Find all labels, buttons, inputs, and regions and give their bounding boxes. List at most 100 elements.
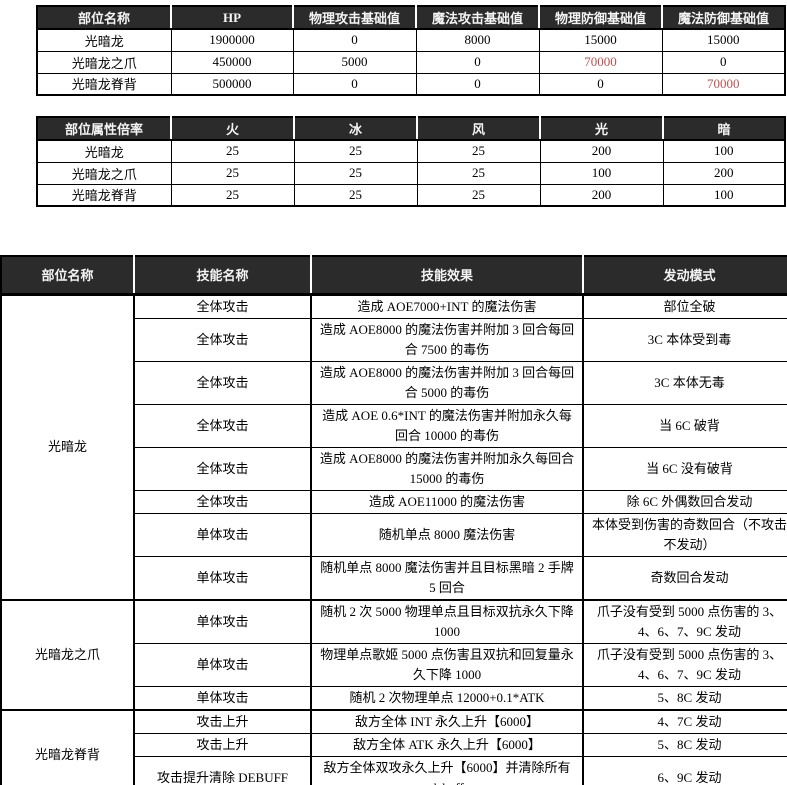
col-header-part-name: 部位名称 [37, 6, 171, 30]
table-row: 光暗龙之爪 450000 5000 0 70000 0 [36, 50, 786, 74]
stat-cell: 0 [415, 50, 540, 74]
table-row: 光暗龙脊背 500000 0 0 0 70000 [36, 72, 786, 96]
multiplier-cell: 200 [539, 139, 664, 163]
skill-row: 全体攻击 造成 AOE8000 的魔法伤害并附加 3 回合每回合 5000 的毒… [1, 360, 787, 405]
skill-effect-cell: 随机 2 次物理单点 12000+0.1*ATK [310, 685, 584, 710]
part-name-cell: 光暗龙 [36, 28, 172, 52]
multiplier-cell: 200 [662, 161, 786, 185]
stat-cell: 70000 [538, 50, 663, 74]
base-stats-header-row: 部位名称 HP 物理攻击基础值 魔法攻击基础值 物理防御基础值 魔法防御基础值 [37, 6, 785, 30]
col-header-magic-atk: 魔法攻击基础值 [415, 6, 539, 30]
skill-name-cell: 全体攻击 [133, 293, 312, 319]
col-header-ice: 冰 [293, 117, 417, 141]
hp-cell: 500000 [170, 72, 294, 96]
trigger-mode-cell: 部位全破 [582, 293, 787, 319]
part-name-cell: 光暗龙脊背 [36, 183, 172, 207]
col-header-trigger-mode: 发动模式 [582, 256, 787, 296]
skill-effect-cell: 造成 AOE8000 的魔法伤害并附加 3 回合每回合 5000 的毒伤 [310, 360, 584, 405]
hp-cell: 1900000 [170, 28, 294, 52]
part-name-cell: 光暗龙脊背 [36, 72, 172, 96]
table-row: 光暗龙 25 25 25 200 100 [36, 139, 786, 163]
stat-cell: 0 [415, 72, 540, 96]
skill-row: 光暗龙 全体攻击 造成 AOE7000+INT 的魔法伤害 部位全破 [0, 293, 787, 600]
trigger-mode-cell: 3C 本体无毒 [582, 360, 787, 405]
skills-header-row: 部位名称 技能名称 技能效果 发动模式 [1, 256, 787, 296]
skill-row: 单体攻击 随机单点 8000 魔法伤害并且目标黑暗 2 手牌 5 回合 奇数回合… [1, 555, 787, 600]
col-header-dark: 暗 [662, 117, 785, 141]
trigger-mode-cell: 4、7C 发动 [582, 708, 787, 734]
trigger-mode-cell: 本体受到伤害的奇数回合（不攻击不发动） [582, 512, 787, 557]
skill-name-cell: 单体攻击 [133, 598, 312, 644]
part-name-cell: 光暗龙之爪 [36, 161, 172, 185]
col-header-skill-name: 技能名称 [133, 256, 311, 296]
hp-cell: 450000 [170, 50, 294, 74]
skill-row: 单体攻击 随机单点 8000 魔法伤害 本体受到伤害的奇数回合（不攻击不发动） [1, 512, 787, 557]
skill-name-cell: 单体攻击 [133, 512, 312, 557]
trigger-mode-cell: 5、8C 发动 [582, 685, 787, 710]
multiplier-cell: 25 [170, 161, 295, 185]
skill-name-cell: 单体攻击 [133, 685, 312, 710]
skills-table: 部位名称 技能名称 技能效果 发动模式 光暗龙 全体攻击 造成 AOE7000+… [0, 255, 787, 785]
skill-name-cell: 全体攻击 [133, 360, 312, 405]
skill-effect-cell: 随机单点 8000 魔法伤害 [310, 512, 584, 557]
col-header-phys-def: 物理防御基础值 [538, 6, 662, 30]
col-header-skill-effect: 技能效果 [310, 256, 583, 296]
trigger-mode-cell: 当 6C 破背 [582, 403, 787, 448]
part-name-cell: 光暗龙之爪 [36, 50, 172, 74]
skill-effect-cell: 造成 AOE11000 的魔法伤害 [310, 489, 584, 514]
table-row: 光暗龙 1900000 0 8000 15000 15000 [36, 28, 786, 52]
skill-effect-cell: 随机 2 次 5000 物理单点且目标双抗永久下降 1000 [310, 598, 584, 644]
trigger-mode-cell: 当 6C 没有破背 [582, 446, 787, 491]
trigger-mode-cell: 除 6C 外偶数回合发动 [582, 489, 787, 514]
col-header-fire: 火 [170, 117, 294, 141]
multiplier-header-row: 部位属性倍率 火 冰 风 光 暗 [37, 117, 785, 141]
stat-cell: 8000 [415, 28, 540, 52]
trigger-mode-cell: 爪子没有受到 5000 点伤害的 3、4、6、7、9C 发动 [582, 598, 787, 644]
skill-effect-cell: 物理单点歌姬 5000 点伤害且双抗和回复量永久下降 1000 [310, 642, 584, 687]
skill-name-cell: 全体攻击 [133, 403, 312, 448]
multiplier-cell: 25 [170, 139, 295, 163]
multiplier-cell: 100 [539, 161, 664, 185]
col-header-hp: HP [170, 6, 293, 30]
skill-row: 单体攻击 随机 2 次物理单点 12000+0.1*ATK 5、8C 发动 [1, 685, 787, 710]
skill-name-cell: 单体攻击 [133, 555, 312, 600]
table-row: 光暗龙之爪 25 25 25 100 200 [36, 161, 786, 185]
stat-cell: 0 [292, 28, 417, 52]
skill-row: 单体攻击 物理单点歌姬 5000 点伤害且双抗和回复量永久下降 1000 爪子没… [1, 642, 787, 687]
col-header-wind: 风 [416, 117, 540, 141]
skill-name-cell: 全体攻击 [133, 489, 312, 514]
multiplier-cell: 25 [293, 161, 418, 185]
part-name-cell: 光暗龙 [0, 293, 135, 600]
skill-name-cell: 全体攻击 [133, 446, 312, 491]
stat-cell: 15000 [538, 28, 663, 52]
skill-row: 全体攻击 造成 AOE8000 的魔法伤害并附加 3 回合每回合 7500 的毒… [1, 317, 787, 362]
skill-row: 光暗龙脊背 攻击上升 敌方全体 INT 永久上升【6000】 4、7C 发动 [0, 708, 787, 785]
trigger-mode-cell: 3C 本体受到毒 [582, 317, 787, 362]
skill-effect-cell: 敌方全体 INT 永久上升【6000】 [310, 708, 584, 734]
col-header-magic-def: 魔法防御基础值 [661, 6, 785, 30]
skill-effect-cell: 造成 AOE 0.6*INT 的魔法伤害并附加永久每回合 10000 的毒伤 [310, 403, 584, 448]
multiplier-cell: 25 [293, 139, 418, 163]
skill-row: 攻击提升清除 DEBUFF 敌方全体双攻永久上升【6000】并清除所有 debu… [1, 755, 787, 785]
part-name-cell: 光暗龙 [36, 139, 172, 163]
trigger-mode-cell: 6、9C 发动 [582, 755, 787, 785]
stat-cell: 0 [538, 72, 663, 96]
skill-name-cell: 全体攻击 [133, 317, 312, 362]
part-name-cell: 光暗龙脊背 [0, 708, 135, 785]
base-stats-table: 部位名称 HP 物理攻击基础值 魔法攻击基础值 物理防御基础值 魔法防御基础值 … [36, 5, 786, 96]
trigger-mode-cell: 奇数回合发动 [582, 555, 787, 600]
multiplier-cell: 200 [539, 183, 664, 207]
skill-name-cell: 攻击上升 [133, 708, 312, 734]
part-name-cell: 光暗龙之爪 [0, 598, 135, 710]
multiplier-cell: 25 [416, 183, 541, 207]
skill-name-cell: 攻击提升清除 DEBUFF [133, 755, 312, 785]
trigger-mode-cell: 5、8C 发动 [582, 732, 787, 757]
skill-effect-cell: 造成 AOE8000 的魔法伤害并附加 3 回合每回合 7500 的毒伤 [310, 317, 584, 362]
skill-effect-cell: 随机单点 8000 魔法伤害并且目标黑暗 2 手牌 5 回合 [310, 555, 584, 600]
col-header-phys-atk: 物理攻击基础值 [292, 6, 416, 30]
col-header-part-multiplier: 部位属性倍率 [37, 117, 171, 141]
element-multiplier-table: 部位属性倍率 火 冰 风 光 暗 光暗龙 25 25 25 200 100 光暗… [36, 116, 786, 207]
table-row: 光暗龙脊背 25 25 25 200 100 [36, 183, 786, 207]
stat-cell: 70000 [661, 72, 786, 96]
